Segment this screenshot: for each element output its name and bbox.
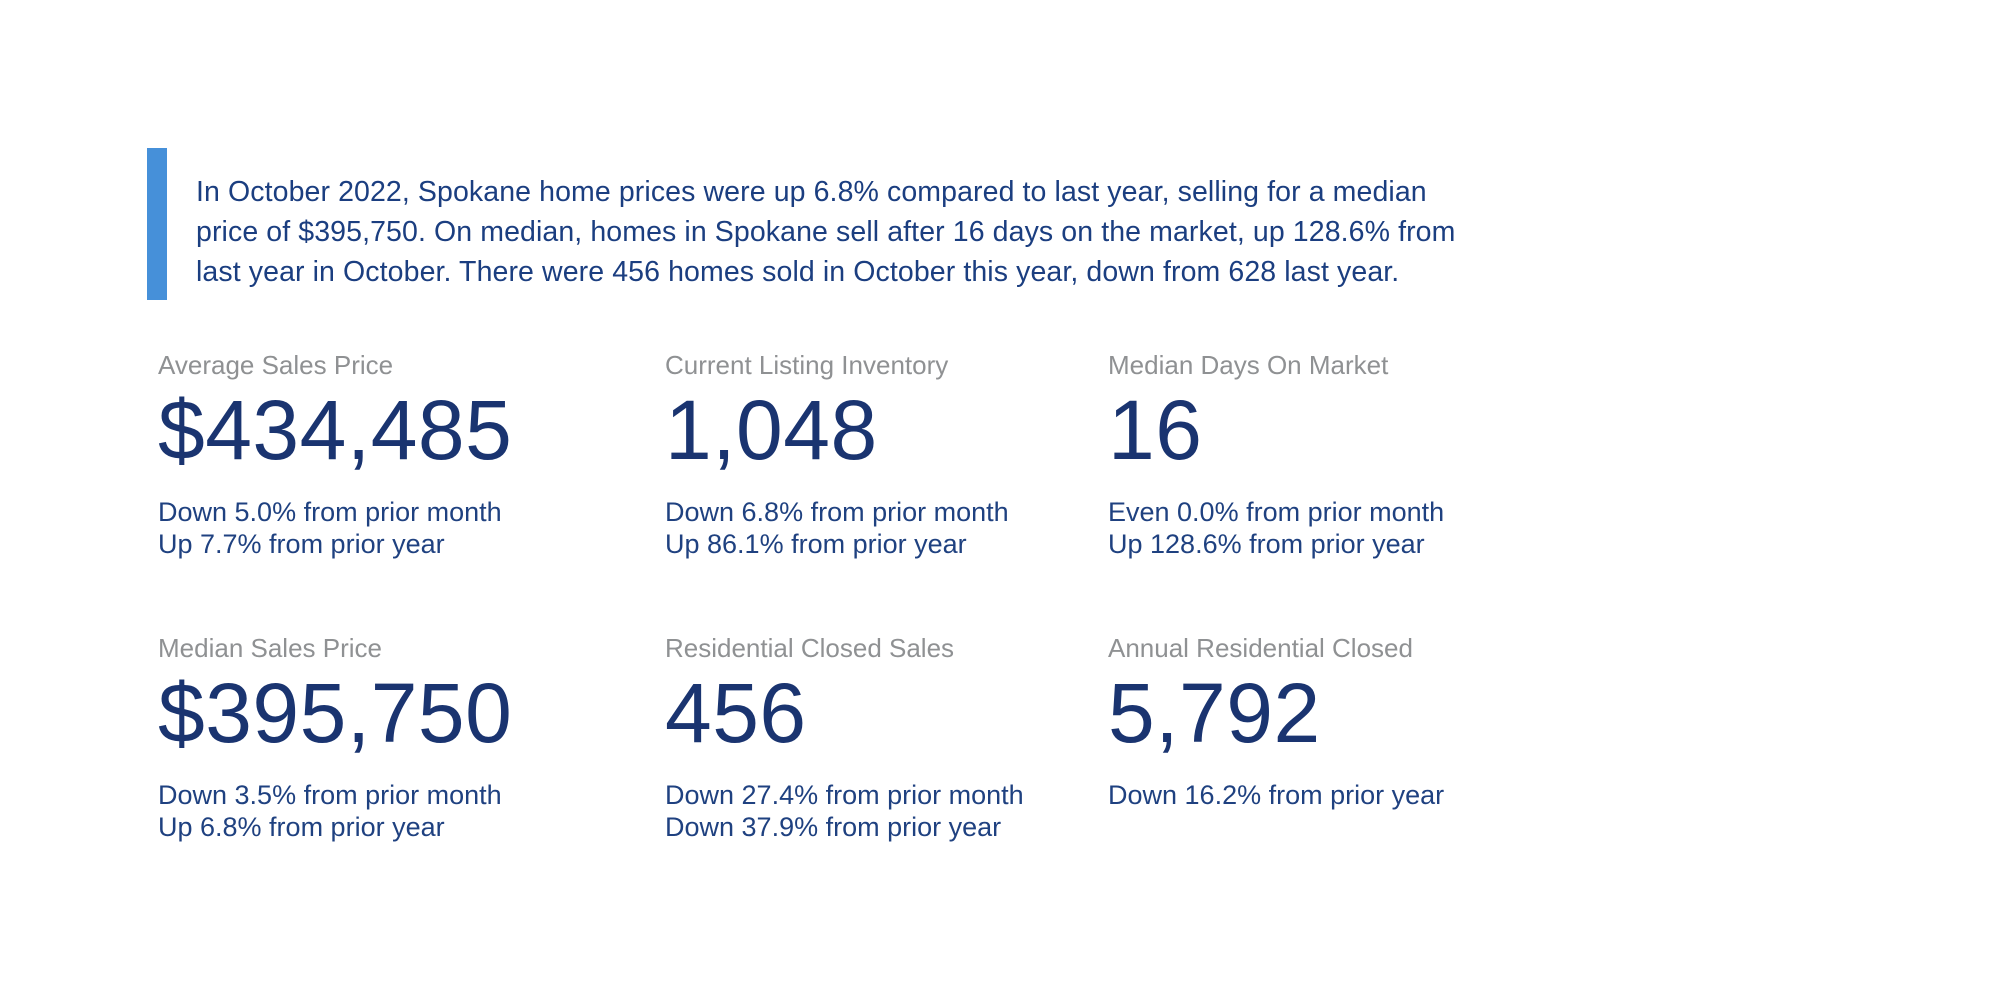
stat-change-year: Up 7.7% from prior year <box>158 529 445 559</box>
stat-change-month: Down 27.4% from prior month <box>665 780 1024 810</box>
stat-value: 1,048 <box>665 383 878 477</box>
stat-change-month: Even 0.0% from prior month <box>1108 497 1445 527</box>
stat-changes: Down 3.5% from prior month Up 6.8% from … <box>158 779 678 843</box>
stat-change-year: Down 16.2% from prior year <box>1108 780 1445 810</box>
stat-card-residential-closed-sales: Residential Closed Sales 456 Down 27.4% … <box>665 633 1185 843</box>
stat-changes: Down 6.8% from prior month Up 86.1% from… <box>665 496 1185 560</box>
stat-value: 456 <box>665 666 807 760</box>
stat-change-month: Down 3.5% from prior month <box>158 780 502 810</box>
stat-label: Annual Residential Closed <box>1108 633 1413 663</box>
stat-card-average-sales-price: Average Sales Price $434,485 Down 5.0% f… <box>158 350 678 560</box>
stat-change-month: Down 6.8% from prior month <box>665 497 1009 527</box>
stat-label: Average Sales Price <box>158 350 394 380</box>
stat-changes: Down 16.2% from prior year <box>1108 779 1462 811</box>
stat-label: Median Sales Price <box>158 633 382 663</box>
stat-change-year: Up 128.6% from prior year <box>1108 529 1425 559</box>
stat-value: $434,485 <box>158 383 513 477</box>
stat-card-current-listing-inventory: Current Listing Inventory 1,048 Down 6.8… <box>665 350 1185 560</box>
stat-value: $395,750 <box>158 666 513 760</box>
widget-viewport: In October 2022, Spokane home prices wer… <box>147 148 1462 843</box>
summary-accent-bar <box>147 148 167 300</box>
stat-label: Residential Closed Sales <box>665 633 955 663</box>
stat-card-median-days-on-market: Median Days On Market 16 Even 0.0% from … <box>1108 350 1462 560</box>
stat-change-month: Down 5.0% from prior month <box>158 497 502 527</box>
stat-value: 16 <box>1108 383 1203 477</box>
stat-change-year: Up 6.8% from prior year <box>158 812 445 842</box>
stat-changes: Even 0.0% from prior month Up 128.6% fro… <box>1108 496 1462 560</box>
stat-card-annual-residential-closed: Annual Residential Closed 5,792 Down 16.… <box>1108 633 1462 811</box>
stat-value: 5,792 <box>1108 666 1321 760</box>
stat-changes: Down 5.0% from prior month Up 7.7% from … <box>158 496 678 560</box>
stat-label: Median Days On Market <box>1108 350 1389 380</box>
market-summary-text: In October 2022, Spokane home prices wer… <box>196 175 1456 288</box>
stat-change-year: Up 86.1% from prior year <box>665 529 967 559</box>
stat-card-median-sales-price: Median Sales Price $395,750 Down 3.5% fr… <box>158 633 678 843</box>
stat-label: Current Listing Inventory <box>665 350 949 380</box>
stat-change-year: Down 37.9% from prior year <box>665 812 1002 842</box>
stat-changes: Down 27.4% from prior month Down 37.9% f… <box>665 779 1185 843</box>
